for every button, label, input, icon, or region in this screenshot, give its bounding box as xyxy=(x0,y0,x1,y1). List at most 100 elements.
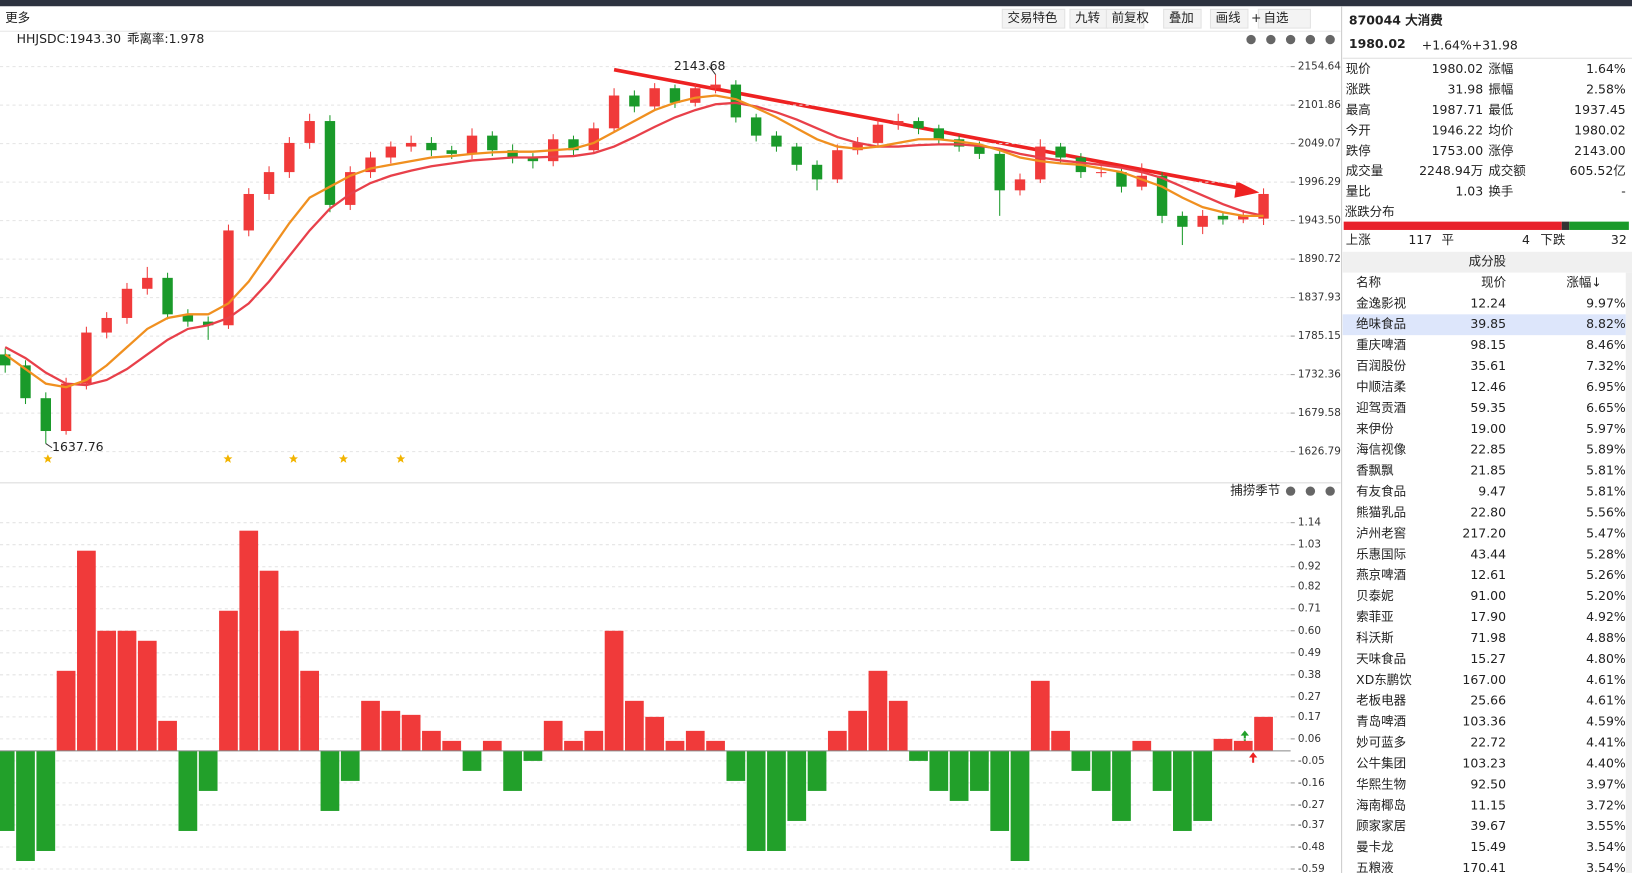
stock-change: 4.40% xyxy=(1586,755,1626,770)
stock-name[interactable]: 妙可蓝多 xyxy=(1356,735,1406,750)
stock-price: 12.61 xyxy=(1470,567,1506,582)
candle-body xyxy=(263,172,275,194)
icon[interactable] xyxy=(1285,34,1296,45)
icon[interactable] xyxy=(1246,34,1256,45)
bar xyxy=(340,750,360,781)
icon[interactable] xyxy=(1325,34,1335,45)
bar xyxy=(604,630,624,751)
stock-name[interactable]: 重庆啤酒 xyxy=(1356,337,1406,352)
stock-name[interactable]: 海信视像 xyxy=(1356,442,1406,457)
y-tick-label: 0.60 xyxy=(1298,625,1321,637)
stock-change: 5.20% xyxy=(1586,588,1626,603)
stock-change: 3.54% xyxy=(1586,860,1626,873)
candle-body xyxy=(40,398,51,432)
stock-name[interactable]: 老板电器 xyxy=(1356,693,1406,708)
bar xyxy=(1051,730,1070,751)
stock-name[interactable]: 五粮液 xyxy=(1356,860,1394,873)
toolbar-button[interactable]: 自选 xyxy=(1264,10,1289,25)
stock-name[interactable]: 天味食品 xyxy=(1356,651,1406,666)
candle-body xyxy=(852,142,863,151)
candle-body xyxy=(507,150,518,158)
stock-name[interactable]: 绝味食品 xyxy=(1356,316,1406,331)
y-tick-label: 1.03 xyxy=(1298,539,1321,551)
stock-name[interactable]: 华熙生物 xyxy=(1356,776,1406,791)
bar xyxy=(503,750,522,791)
candle-body xyxy=(345,172,356,205)
col-header: 名称 xyxy=(1356,275,1381,290)
toolbar-button[interactable]: 交易特色 xyxy=(1008,10,1058,25)
bar xyxy=(422,730,441,751)
stock-name[interactable]: 海南椰岛 xyxy=(1356,797,1406,812)
candle-body xyxy=(142,277,153,289)
stock-name[interactable]: 泸州老窖 xyxy=(1356,525,1406,540)
bar xyxy=(685,730,705,751)
stock-name[interactable]: XD东鹏饮 xyxy=(1356,672,1412,687)
toolbar-button[interactable]: 更多 xyxy=(5,10,30,25)
toolbar-button[interactable]: 九转 xyxy=(1075,10,1100,25)
y-tick-label: 1785.15 xyxy=(1298,330,1341,342)
toolbar-button[interactable]: 画线 xyxy=(1216,10,1241,25)
icon[interactable] xyxy=(1325,486,1335,496)
stock-name[interactable]: 百润股份 xyxy=(1356,358,1406,373)
dist-bar xyxy=(1343,221,1562,230)
stock-name[interactable]: 中顺洁柔 xyxy=(1356,379,1406,394)
stock-change: 3.97% xyxy=(1586,776,1626,791)
stock-name[interactable]: 青岛啤酒 xyxy=(1356,714,1406,729)
bar xyxy=(320,750,340,811)
stock-name[interactable]: 熊猫乳品 xyxy=(1356,504,1406,519)
candle-body xyxy=(568,139,579,151)
star xyxy=(289,454,298,463)
icon[interactable] xyxy=(1285,486,1296,496)
quote-value: 1946.22 xyxy=(1432,122,1484,137)
stock-change: 3.55% xyxy=(1586,818,1626,833)
sell-arrow xyxy=(1240,730,1249,741)
bar xyxy=(381,710,401,751)
stock-name[interactable]: 科沃斯 xyxy=(1356,630,1393,645)
stock-name[interactable]: 迎驾贡酒 xyxy=(1356,400,1406,415)
bar xyxy=(1254,716,1273,751)
y-tick-label: 2049.07 xyxy=(1298,138,1341,150)
quote-value: 2248.94万 xyxy=(1419,163,1483,178)
candle-body xyxy=(629,95,640,107)
quote-value: 31.98 xyxy=(1447,82,1483,97)
stock-name[interactable]: 顾家家居 xyxy=(1356,818,1406,833)
bar xyxy=(300,670,320,751)
icon[interactable] xyxy=(1266,34,1276,45)
dist-count: 32 xyxy=(1611,232,1627,247)
stock-price: 22.80 xyxy=(1470,504,1506,519)
icon[interactable] xyxy=(1305,486,1316,496)
candle-body xyxy=(791,146,802,165)
stock-name[interactable]: 曼卡龙 xyxy=(1356,839,1393,854)
bar xyxy=(564,740,583,751)
bar xyxy=(442,740,462,751)
candle-body xyxy=(771,135,782,147)
stock-name[interactable]: 有友食品 xyxy=(1356,484,1406,499)
candle-body xyxy=(913,121,924,129)
stock-name[interactable]: 香飘飘 xyxy=(1356,463,1394,478)
dist-label: 平 xyxy=(1442,232,1454,247)
stock-change: 5.81% xyxy=(1586,463,1626,478)
candle-body xyxy=(223,230,234,326)
y-tick-label: -0.05 xyxy=(1298,755,1325,767)
stock-name[interactable]: 公牛集团 xyxy=(1356,755,1406,770)
ma-line xyxy=(4,101,1264,387)
candle-body xyxy=(608,95,620,129)
candle-body xyxy=(446,150,457,154)
col-header[interactable]: 涨幅↓ xyxy=(1566,275,1601,290)
star xyxy=(223,454,233,463)
stock-name[interactable]: 贝泰妮 xyxy=(1356,588,1394,603)
candle-body xyxy=(426,142,437,151)
stock-name[interactable]: 乐惠国际 xyxy=(1356,546,1406,561)
toolbar-button[interactable]: 前复权 xyxy=(1112,10,1150,25)
y-tick-label: -0.37 xyxy=(1298,819,1325,831)
stock-name[interactable]: 来伊份 xyxy=(1356,421,1394,436)
y-tick-label: 1996.29 xyxy=(1298,176,1341,188)
stock-name[interactable]: 索菲亚 xyxy=(1356,609,1393,624)
icon[interactable] xyxy=(1305,34,1316,45)
stock-name[interactable]: 燕京啤酒 xyxy=(1356,567,1406,582)
stock-price: 43.44 xyxy=(1470,546,1506,561)
quote-label: 今开 xyxy=(1346,122,1371,137)
candle-body xyxy=(933,128,945,140)
toolbar-button[interactable]: 叠加 xyxy=(1169,10,1194,25)
stock-name[interactable]: 金逸影视 xyxy=(1356,295,1406,310)
